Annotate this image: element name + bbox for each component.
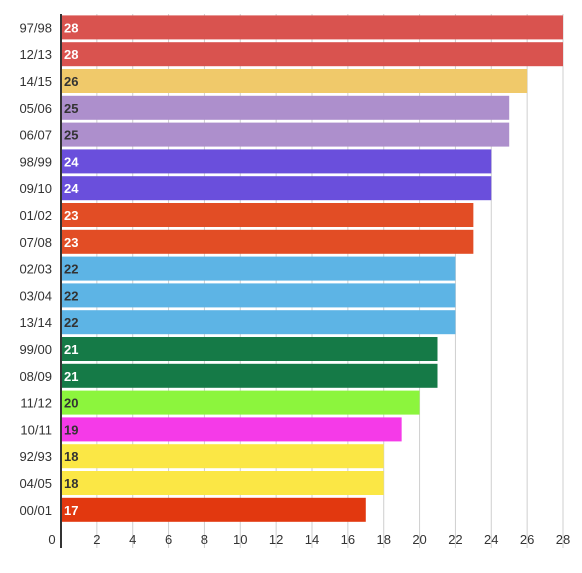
category-label: 92/93 bbox=[19, 449, 52, 464]
bar-value-label: 20 bbox=[64, 396, 78, 411]
bar-value-label: 28 bbox=[64, 20, 78, 35]
bar-97-98 bbox=[61, 15, 563, 40]
category-label: 08/09 bbox=[19, 369, 52, 384]
category-label: 14/15 bbox=[19, 74, 52, 89]
category-label: 02/03 bbox=[19, 262, 52, 277]
bar-07-08 bbox=[61, 229, 474, 254]
bar-02-03 bbox=[61, 256, 456, 281]
bars: 28 28 26 25 25 24 24 23 23 22 22 22 21 21 20 19 18 18 17 bbox=[61, 15, 563, 522]
bar-01-02 bbox=[61, 203, 474, 227]
x-tick-labels: 0 2 4 6 8 10 12 14 16 18 20 22 24 26 28 bbox=[48, 532, 570, 547]
bar-value-label: 18 bbox=[64, 449, 78, 464]
bar-06-07 bbox=[61, 122, 510, 147]
category-label: 97/98 bbox=[19, 20, 52, 35]
x-tick-label: 24 bbox=[484, 532, 498, 547]
x-tick-label: 28 bbox=[556, 532, 570, 547]
x-tick-label: 22 bbox=[448, 532, 462, 547]
category-label: 10/11 bbox=[20, 422, 52, 437]
bar-value-label: 26 bbox=[64, 74, 78, 89]
bar-11-12 bbox=[61, 390, 420, 415]
bar-92-93 bbox=[61, 444, 384, 469]
category-label: 04/05 bbox=[19, 476, 52, 491]
bar-value-label: 24 bbox=[64, 181, 79, 196]
x-tick-label: 2 bbox=[93, 532, 100, 547]
bar-value-label: 22 bbox=[64, 315, 78, 330]
x-tick-label: 0 bbox=[48, 532, 55, 547]
x-tick-label: 12 bbox=[269, 532, 283, 547]
bar-value-label: 28 bbox=[64, 47, 78, 62]
bar-value-label: 21 bbox=[64, 369, 78, 384]
bar-value-label: 21 bbox=[64, 342, 78, 357]
bar-12-13 bbox=[61, 42, 563, 67]
category-label: 98/99 bbox=[19, 154, 52, 169]
bar-10-11 bbox=[61, 417, 402, 442]
bar-99-00 bbox=[61, 337, 438, 361]
category-label: 07/08 bbox=[19, 235, 52, 250]
category-label: 99/00 bbox=[19, 342, 52, 357]
bar-value-label: 19 bbox=[64, 422, 78, 437]
x-tick-label: 10 bbox=[233, 532, 247, 547]
category-label: 11/12 bbox=[20, 396, 52, 411]
x-tick-label: 4 bbox=[129, 532, 136, 547]
category-label: 12/13 bbox=[19, 47, 52, 62]
x-tick-label: 26 bbox=[520, 532, 534, 547]
bar-value-label: 23 bbox=[64, 208, 78, 223]
bar-03-04 bbox=[61, 283, 456, 308]
category-labels: 97/98 12/13 14/15 05/06 06/07 98/99 09/10 01/02… bbox=[19, 20, 52, 517]
bar-value-label: 23 bbox=[64, 235, 78, 250]
bar-08-09 bbox=[61, 363, 438, 388]
category-label: 06/07 bbox=[19, 128, 52, 143]
bar-value-label: 22 bbox=[64, 288, 78, 303]
x-tick-label: 8 bbox=[201, 532, 208, 547]
x-tick-label: 6 bbox=[165, 532, 172, 547]
category-label: 03/04 bbox=[19, 288, 52, 303]
bar-14-15 bbox=[61, 69, 528, 93]
bar-13-14 bbox=[61, 310, 456, 335]
x-tick-label: 18 bbox=[376, 532, 390, 547]
x-tick-label: 20 bbox=[412, 532, 426, 547]
bar-value-label: 22 bbox=[64, 262, 78, 277]
category-label: 13/14 bbox=[19, 315, 52, 330]
bar-98-99 bbox=[61, 149, 492, 174]
bar-value-label: 24 bbox=[64, 154, 79, 169]
x-tick-label: 16 bbox=[341, 532, 355, 547]
category-label: 09/10 bbox=[19, 181, 52, 196]
bar-00-01 bbox=[61, 497, 366, 522]
bar-value-label: 17 bbox=[64, 503, 78, 518]
category-label: 05/06 bbox=[19, 101, 52, 116]
bar-value-label: 25 bbox=[64, 128, 78, 143]
bar-value-label: 18 bbox=[64, 476, 78, 491]
bar-05-06 bbox=[61, 95, 510, 120]
x-tick-label: 14 bbox=[305, 532, 319, 547]
category-label: 01/02 bbox=[19, 208, 52, 223]
bar-09-10 bbox=[61, 176, 492, 201]
bar-value-label: 25 bbox=[64, 101, 78, 116]
category-label: 00/01 bbox=[19, 503, 52, 518]
bar-04-05 bbox=[61, 471, 384, 495]
